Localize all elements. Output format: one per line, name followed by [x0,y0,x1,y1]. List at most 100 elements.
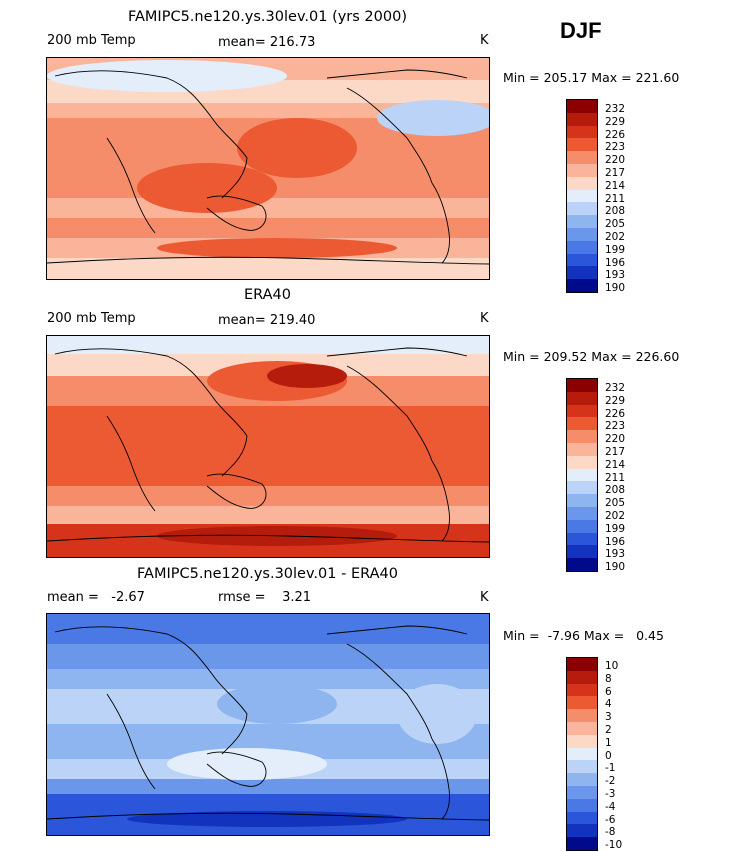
colorbar-label: 190 [605,561,626,574]
colorbar-swatch [567,151,597,164]
panel-title: FAMIPC5.ne120.ys.30lev.01 - ERA40 [137,566,398,582]
rmse-label: rmse = 3.21 [218,590,312,605]
colorbar-swatch [567,215,597,228]
colorbar-swatch [567,455,597,469]
colorbar-swatch [567,430,597,443]
colorbar-label: 196 [605,535,626,548]
map-obs-svg [47,336,489,557]
colorbar-label: 193 [605,548,626,561]
colorbar-swatch [567,442,597,456]
colorbar [566,657,598,851]
colorbar-swatch [567,417,597,431]
colorbar-label: -1 [605,762,616,775]
colorbar-label: 220 [605,154,626,167]
min-max-label: Min = -7.96 Max = 0.45 [503,628,664,643]
colorbar-label: 1 [605,736,612,749]
colorbar-label: 10 [605,660,619,672]
colorbar-label: 202 [605,509,626,522]
colorbar-swatch [567,391,597,405]
variable-label: 200 mb Temp [47,311,136,326]
min-max-label: Min = 209.52 Max = 226.60 [503,349,680,364]
colorbar-swatch [567,138,597,152]
colorbar-label: -8 [605,826,616,839]
colorbar-label: -4 [605,800,616,813]
colorbar-swatch [567,494,597,507]
colorbar-label: 214 [605,458,626,471]
variable-label: 200 mb Temp [47,33,136,48]
colorbar-label: 232 [605,382,626,394]
colorbar-swatch [567,266,597,280]
colorbar-label: -6 [605,813,616,826]
colorbar-swatch [567,785,597,799]
colorbar-label: -2 [605,775,616,788]
mean-label: mean= 216.73 [218,35,316,50]
colorbar-label: 199 [605,522,626,535]
colorbar-swatch [567,824,597,838]
colorbar-label: -3 [605,787,616,800]
colorbar-swatch [567,279,597,292]
colorbar-label: 229 [605,394,626,407]
colorbar-swatch [567,811,597,825]
colorbar-swatch [567,519,597,533]
colorbar-swatch [567,773,597,786]
colorbar-label: 223 [605,141,626,154]
unit-label: K [480,590,489,605]
colorbar-label: 8 [605,672,612,685]
colorbar-label: 214 [605,179,626,192]
colorbar-label: 226 [605,128,626,141]
colorbar-swatch [567,112,597,126]
colorbar-swatch [567,100,597,113]
colorbar-label: 217 [605,166,626,179]
colorbar-swatch [567,721,597,735]
colorbar-swatch [567,696,597,710]
colorbar [566,99,598,293]
map-obs [46,335,490,558]
colorbar-swatch [567,379,597,392]
colorbar-label: 223 [605,420,626,433]
unit-label: K [480,311,489,326]
colorbar-label: 190 [605,282,626,295]
unit-label: K [480,33,489,48]
colorbar-label: 211 [605,471,626,484]
colorbar-swatch [567,404,597,418]
colorbar-label: 2 [605,723,612,736]
colorbar-label: 205 [605,497,626,510]
colorbar-swatch [567,545,597,559]
colorbar-label: 196 [605,256,626,269]
colorbar-swatch [567,176,597,190]
season-label: DJF [560,18,602,43]
colorbar-labels: 10 8 6 4 3 2 1 0 -1 -2 -3 -4 -6 -8 -10 [605,660,622,852]
colorbar-label: 6 [605,685,612,698]
colorbar-label: 211 [605,192,626,205]
colorbar-label: 217 [605,445,626,458]
colorbar-label: 4 [605,698,612,711]
colorbar-swatch [567,468,597,482]
map-model [46,57,490,280]
map-diff [46,613,490,836]
colorbar-swatch [567,189,597,203]
colorbar-label: 208 [605,484,626,497]
panel-title: ERA40 [243,287,292,303]
colorbar-labels: 232 229 226 223 220 217 214 211 208 205 202 199 196 1… [605,382,625,574]
colorbar-label: 220 [605,433,626,446]
colorbar-labels: 232 229 226 223 220 217 214 211 208 205 202 199 196 1… [605,103,625,295]
colorbar-swatch [567,734,597,748]
colorbar-swatch [567,202,597,216]
colorbar-swatch [567,558,597,571]
colorbar-swatch [567,532,597,546]
colorbar-label: 208 [605,205,626,218]
colorbar [566,378,598,572]
colorbar-swatch [567,481,597,495]
map-model-svg [47,58,489,279]
map-diff-svg [47,614,489,835]
mean-label: mean= 219.40 [218,313,316,328]
colorbar-swatch [567,253,597,267]
panel-title: FAMIPC5.ne120.ys.30lev.01 (yrs 2000) [127,9,407,25]
colorbar-label: 199 [605,243,626,256]
colorbar-swatch [567,798,597,812]
colorbar-swatch [567,670,597,684]
colorbar-swatch [567,709,597,722]
colorbar-swatch [567,506,597,520]
colorbar-label: 202 [605,230,626,243]
colorbar-label: 3 [605,711,612,724]
